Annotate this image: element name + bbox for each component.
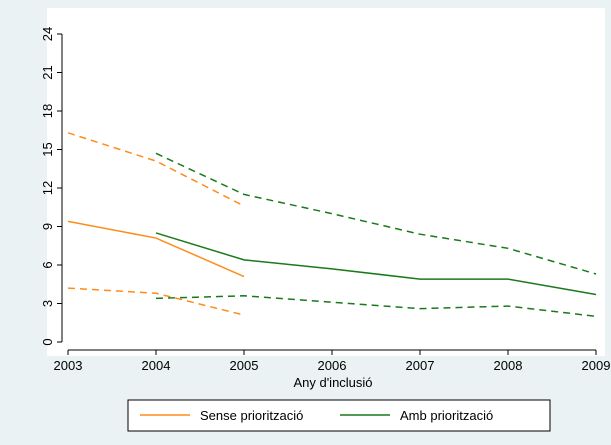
legend-label: Amb priorització — [400, 408, 493, 423]
x-axis-title: Any d'inclusió — [293, 375, 372, 390]
legend — [127, 399, 551, 432]
ci-line — [155, 152, 597, 275]
ci-line — [67, 287, 245, 316]
y-tick-label: 6 — [40, 261, 55, 268]
x-tick-label: 2005 — [230, 358, 259, 373]
ci-line — [155, 295, 597, 318]
ci-line — [67, 132, 245, 207]
y-tick-label: 15 — [40, 142, 55, 156]
y-tick-label: 12 — [40, 181, 55, 195]
plot-area — [47, 8, 605, 356]
x-tick-label: 2009 — [582, 358, 611, 373]
y-tick-label: 3 — [40, 300, 55, 307]
x-tick-label: 2008 — [494, 358, 523, 373]
x-tick-label: 2006 — [318, 358, 347, 373]
series-line — [67, 220, 245, 278]
legend-label: Sense priorització — [200, 408, 303, 423]
y-tick-label: 9 — [40, 223, 55, 230]
y-tick-label: 24 — [40, 27, 55, 41]
y-tick-label: 21 — [40, 65, 55, 79]
y-tick-label: 18 — [40, 104, 55, 118]
x-tick-label: 2003 — [54, 358, 83, 373]
x-tick-label: 2004 — [142, 358, 171, 373]
y-tick-label: 0 — [40, 338, 55, 345]
series-line — [155, 232, 597, 296]
x-tick-label: 2007 — [406, 358, 435, 373]
